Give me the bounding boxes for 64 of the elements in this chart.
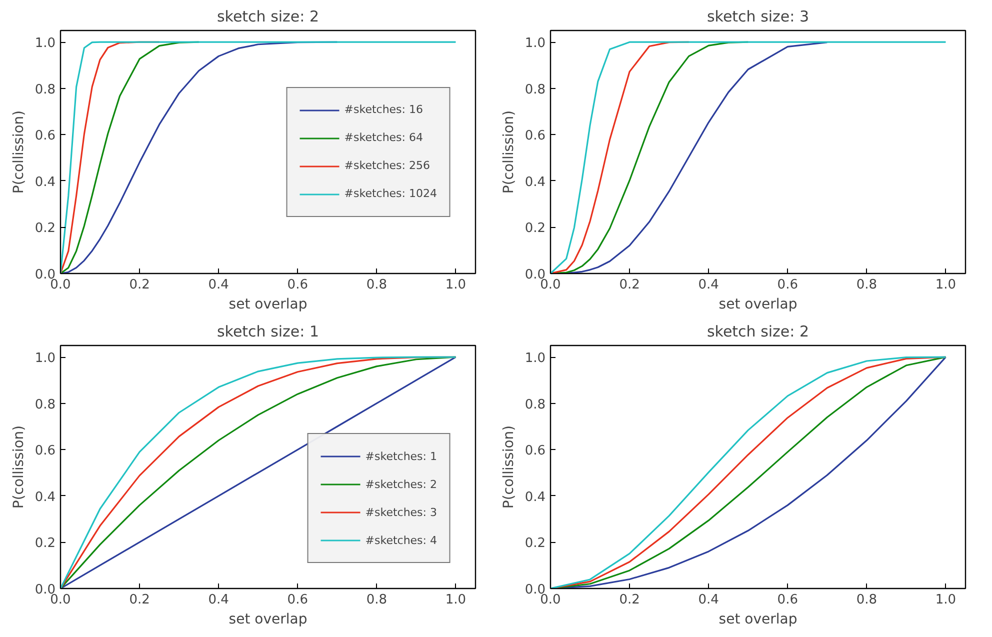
chart-title: sketch size: 3 bbox=[706, 8, 810, 26]
x-tick-label: 0.2 bbox=[129, 278, 150, 292]
x-tick-label: 1.0 bbox=[445, 278, 466, 292]
x-tick-label: 0.6 bbox=[777, 592, 798, 608]
legend-label: #sketches: 64 bbox=[344, 131, 423, 144]
x-tick-label: 0.0 bbox=[50, 592, 71, 608]
y-tick-label: 0.8 bbox=[34, 397, 56, 412]
y-tick-label: 0.6 bbox=[524, 128, 546, 144]
x-axis-title: set overlap bbox=[228, 612, 308, 628]
x-tick-label: 0.4 bbox=[208, 592, 229, 608]
x-axis-title: set overlap bbox=[228, 296, 308, 312]
y-tick-label: 0.2 bbox=[524, 536, 546, 552]
legend-label: #sketches: 2 bbox=[365, 478, 437, 490]
y-tick-label: 1.0 bbox=[34, 351, 56, 366]
chart-title: sketch size: 2 bbox=[216, 8, 320, 26]
y-tick-label: 0.2 bbox=[34, 221, 56, 236]
x-tick-label: 0.2 bbox=[619, 278, 640, 292]
x-tick-label: 0.4 bbox=[698, 592, 719, 608]
legend-label: #sketches: 3 bbox=[365, 506, 437, 518]
x-tick-label: 0.4 bbox=[698, 278, 719, 292]
legend-label: #sketches: 256 bbox=[344, 159, 430, 172]
x-axis-title: set overlap bbox=[718, 612, 798, 628]
legend-label: #sketches: 4 bbox=[365, 534, 437, 546]
x-tick-label: 0.6 bbox=[287, 278, 308, 292]
chart-title: sketch size: 2 bbox=[706, 322, 810, 340]
chart-title: sketch size: 1 bbox=[216, 322, 320, 340]
x-tick-label: 0.0 bbox=[540, 278, 561, 292]
legend-label: #sketches: 1024 bbox=[344, 187, 437, 200]
x-tick-label: 0.6 bbox=[777, 278, 798, 292]
x-tick-label: 0.0 bbox=[50, 278, 71, 292]
y-tick-label: 1.0 bbox=[34, 36, 56, 52]
y-axis-title: P(collission) bbox=[10, 425, 27, 509]
x-tick-label: 0.8 bbox=[856, 592, 878, 608]
x-tick-label: 0.6 bbox=[287, 592, 308, 608]
y-tick-label: 0.8 bbox=[524, 397, 546, 412]
y-axis-title: P(collission) bbox=[10, 110, 27, 194]
x-tick-label: 0.4 bbox=[208, 278, 229, 292]
y-tick-label: 0.8 bbox=[524, 82, 546, 98]
y-tick-label: 0.6 bbox=[34, 128, 56, 144]
y-tick-label: 0.6 bbox=[524, 444, 546, 459]
x-axis-title: set overlap bbox=[718, 296, 798, 312]
x-tick-label: 0.2 bbox=[129, 592, 150, 608]
y-tick-label: 0.4 bbox=[34, 174, 56, 190]
y-tick-label: 0.4 bbox=[524, 174, 546, 190]
legend-label: #sketches: 1 bbox=[365, 450, 437, 462]
y-tick-label: 0.4 bbox=[524, 490, 546, 505]
x-tick-label: 1.0 bbox=[935, 592, 956, 608]
y-tick-label: 0.8 bbox=[34, 82, 56, 98]
y-tick-label: 0.6 bbox=[34, 444, 56, 459]
y-axis-title: P(collission) bbox=[500, 425, 517, 509]
x-tick-label: 0.8 bbox=[856, 278, 878, 292]
x-tick-label: 0.8 bbox=[366, 278, 388, 292]
x-tick-label: 0.8 bbox=[366, 592, 388, 608]
x-tick-label: 0.0 bbox=[540, 592, 561, 608]
x-tick-label: 1.0 bbox=[935, 278, 956, 292]
y-tick-label: 1.0 bbox=[524, 36, 546, 52]
legend-label: #sketches: 16 bbox=[344, 103, 423, 116]
x-tick-label: 1.0 bbox=[445, 592, 466, 608]
y-axis-title: P(collission) bbox=[500, 110, 517, 194]
x-tick-label: 0.2 bbox=[619, 592, 640, 608]
y-tick-label: 1.0 bbox=[524, 351, 546, 366]
y-tick-label: 0.4 bbox=[34, 490, 56, 505]
y-tick-label: 0.2 bbox=[524, 221, 546, 236]
y-tick-label: 0.2 bbox=[34, 536, 56, 552]
